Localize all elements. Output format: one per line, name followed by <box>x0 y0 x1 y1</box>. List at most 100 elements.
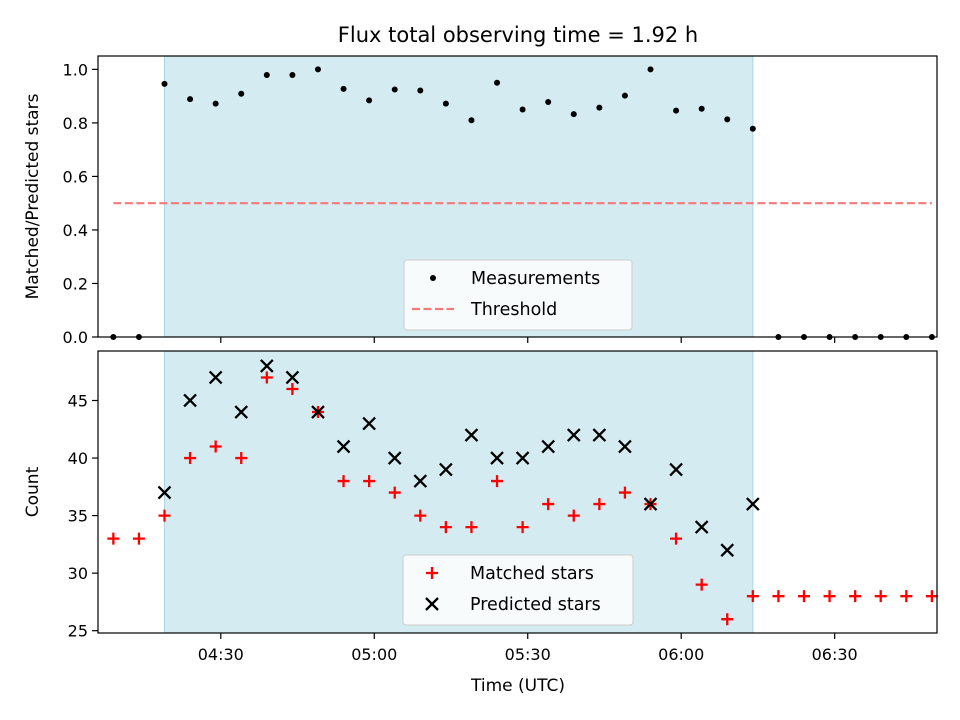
ratio-y-axis-label: Matched/Predicted stars <box>23 93 43 299</box>
measurement-point <box>596 104 603 111</box>
predicted-star-point <box>387 451 402 465</box>
legend-entry-label: Predicted stars <box>470 595 601 615</box>
matched-star-point <box>363 475 376 488</box>
legend-entry-label: Measurements <box>471 269 600 289</box>
count-plot-frame <box>97 350 938 634</box>
legend-dot-icon <box>430 275 436 281</box>
measurement-point <box>212 100 219 107</box>
y-tick-label: 1.0 <box>63 60 88 79</box>
measurement-point <box>442 100 449 107</box>
y-tick-label: 25 <box>68 622 88 641</box>
matched-star-point <box>925 590 938 603</box>
matched-star-point <box>286 382 299 395</box>
predicted-star-point <box>669 462 683 477</box>
predicted-star-point <box>362 416 376 431</box>
matched-star-point <box>695 578 708 591</box>
x-tick-label: 04:30 <box>198 645 244 664</box>
x-tick-label: 06:30 <box>812 645 858 664</box>
y-tick-label: 35 <box>68 507 88 526</box>
matched-star-point <box>900 590 913 603</box>
matched-star-point <box>465 521 478 534</box>
measurement-point <box>545 99 552 106</box>
predicted-star-point <box>720 543 735 557</box>
time-x-ticks: 04:30 05:00 05:30 06:00 06:30 <box>198 633 858 664</box>
predicted-star-point <box>464 428 479 442</box>
measurement-point <box>366 97 373 104</box>
measurement-point <box>238 90 245 97</box>
legend-entry-label: Matched stars <box>470 564 594 584</box>
measurement-point <box>570 111 577 118</box>
measurement-point <box>749 125 756 132</box>
matched-star-point <box>746 590 759 603</box>
predicted-star-point <box>285 370 300 385</box>
matched-star-point <box>618 486 631 499</box>
measurement-point <box>621 92 628 99</box>
y-tick-label: 45 <box>68 391 88 410</box>
legend-plus-icon <box>426 567 438 579</box>
predicted-star-point <box>336 439 351 454</box>
predicted-star-point <box>618 439 632 454</box>
x-axis-label: Time (UTC) <box>470 676 565 696</box>
matched-star-point <box>797 590 810 603</box>
predicted-star-point <box>592 428 607 442</box>
matched-star-point <box>516 521 529 534</box>
y-tick-label: 0.4 <box>63 221 88 240</box>
count-y-axis-label: Count <box>23 466 43 517</box>
y-tick-label: 30 <box>68 564 88 583</box>
matched-star-point <box>542 498 555 511</box>
matched-star-point <box>132 532 145 545</box>
matched-star-point <box>337 475 350 488</box>
matched-star-point <box>209 440 222 453</box>
matched-star-point <box>670 532 683 545</box>
chart-title: Flux total observing time = 1.92 h <box>338 23 698 47</box>
measurement-point <box>340 85 347 92</box>
predicted-star-point <box>260 359 274 373</box>
legend-entry-label: Threshold <box>470 300 557 320</box>
predicted-star-point <box>208 370 223 385</box>
y-tick-label: 0.8 <box>63 114 88 133</box>
measurement-point <box>724 116 731 123</box>
measurement-point <box>519 106 526 113</box>
predicted-star-point <box>746 497 760 511</box>
matched-star-point <box>184 452 197 465</box>
matched-star-point <box>874 590 887 603</box>
matched-star-point <box>567 509 580 522</box>
matched-star-point <box>260 371 273 384</box>
matched-star-point <box>491 475 504 488</box>
measurement-point <box>417 87 424 94</box>
matched-star-point <box>235 452 248 465</box>
count-legend: Matched stars Predicted stars <box>402 554 634 626</box>
measurement-point <box>647 66 654 73</box>
y-tick-label: 0.2 <box>63 274 88 293</box>
measurement-point <box>391 86 398 93</box>
measurement-point <box>289 72 296 79</box>
ratio-panel: 0.0 0.2 0.4 0.6 0.8 1.0 Matched/Predicted sta… <box>23 55 938 347</box>
legend-x-icon <box>425 597 439 611</box>
matched-star-point <box>849 590 862 603</box>
matched-star-point <box>158 509 171 522</box>
predicted-star-point <box>515 451 530 465</box>
measurement-point <box>314 66 321 73</box>
x-tick-label: 05:30 <box>505 645 551 664</box>
measurement-point <box>187 96 194 103</box>
x-tick-label: 06:00 <box>658 645 704 664</box>
matched-star-point <box>439 521 452 534</box>
predicted-star-point <box>694 520 709 534</box>
matched-star-point <box>388 486 401 499</box>
legend-box <box>402 554 634 626</box>
predicted-star-point <box>439 462 453 477</box>
matched-star-point <box>593 498 606 511</box>
count-points <box>107 359 938 626</box>
ratio-plot-frame <box>97 55 938 338</box>
ratio-legend: Measurements Threshold <box>403 259 633 331</box>
measurement-point <box>263 72 270 79</box>
predicted-star-point <box>643 497 658 511</box>
ratio-x-ticks <box>220 337 836 343</box>
y-tick-label: 0.6 <box>63 167 88 186</box>
ratio-y-ticks: 0.0 0.2 0.4 0.6 0.8 1.0 <box>63 60 98 347</box>
matched-star-point <box>772 590 785 603</box>
count-panel: 25 30 35 40 45 04:30 05:00 05:30 06:00 06:30 Cou… <box>23 350 938 664</box>
measurement-point <box>698 105 705 112</box>
y-tick-label: 0.0 <box>63 328 88 347</box>
